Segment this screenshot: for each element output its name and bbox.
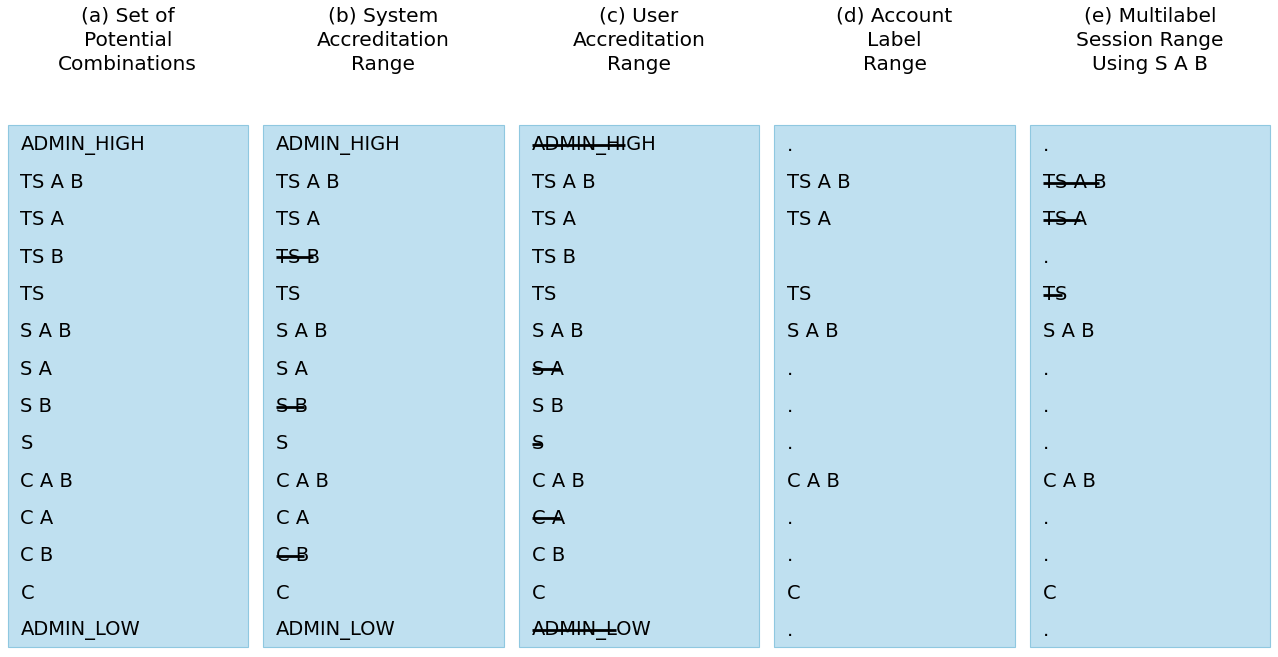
Bar: [774, 125, 1015, 647]
Text: TS B: TS B: [20, 248, 64, 267]
Text: S A B: S A B: [532, 323, 583, 342]
Text: .: .: [1043, 359, 1049, 378]
Text: C: C: [532, 583, 546, 602]
Text: .: .: [787, 621, 794, 640]
Text: .: .: [787, 136, 794, 155]
Text: S B: S B: [532, 397, 564, 416]
Text: ADMIN_LOW: ADMIN_LOW: [532, 621, 652, 640]
Text: TS: TS: [787, 285, 812, 304]
Text: .: .: [787, 359, 794, 378]
Text: C A B: C A B: [787, 472, 840, 491]
Text: (d) Account
Label
Range: (d) Account Label Range: [837, 7, 952, 74]
Text: C: C: [276, 583, 290, 602]
Bar: [519, 125, 759, 647]
Text: S: S: [20, 434, 33, 453]
Text: TS B: TS B: [276, 248, 320, 267]
Text: .: .: [1043, 621, 1049, 640]
Text: .: .: [1043, 434, 1049, 453]
Text: C: C: [1043, 583, 1057, 602]
Text: .: .: [1043, 136, 1049, 155]
Text: ADMIN_LOW: ADMIN_LOW: [276, 621, 396, 640]
Text: C A B: C A B: [532, 472, 584, 491]
Text: C: C: [20, 583, 35, 602]
Text: .: .: [787, 434, 794, 453]
Text: TS A B: TS A B: [20, 173, 84, 192]
Text: TS: TS: [20, 285, 45, 304]
Text: C A: C A: [276, 509, 309, 528]
Text: (e) Multilabel
Session Range
Using S A B: (e) Multilabel Session Range Using S A B: [1076, 7, 1224, 74]
Text: TS A: TS A: [276, 210, 320, 229]
Text: S B: S B: [20, 397, 52, 416]
Text: S A B: S A B: [20, 323, 72, 342]
Text: S A B: S A B: [1043, 323, 1094, 342]
Text: TS: TS: [532, 285, 556, 304]
Text: ADMIN_HIGH: ADMIN_HIGH: [532, 136, 657, 155]
Text: TS: TS: [276, 285, 300, 304]
Text: TS B: TS B: [532, 248, 575, 267]
Bar: [263, 125, 504, 647]
Text: TS A: TS A: [20, 210, 64, 229]
Bar: [1030, 125, 1270, 647]
Text: TS A B: TS A B: [787, 173, 851, 192]
Text: (b) System
Accreditation
Range: (b) System Accreditation Range: [317, 7, 450, 74]
Text: C A: C A: [20, 509, 54, 528]
Text: ADMIN_LOW: ADMIN_LOW: [20, 621, 141, 640]
Text: .: .: [787, 397, 794, 416]
Text: (c) User
Accreditation
Range: (c) User Accreditation Range: [573, 7, 705, 74]
Text: (a) Set of
Potential
Combinations: (a) Set of Potential Combinations: [59, 7, 197, 74]
Text: .: .: [1043, 546, 1049, 565]
Text: .: .: [1043, 509, 1049, 528]
Text: C A B: C A B: [20, 472, 73, 491]
Text: S: S: [532, 434, 544, 453]
Text: ADMIN_HIGH: ADMIN_HIGH: [20, 136, 146, 155]
Text: C A B: C A B: [1043, 472, 1095, 491]
Text: ADMIN_HIGH: ADMIN_HIGH: [276, 136, 401, 155]
Text: S B: S B: [276, 397, 308, 416]
Text: .: .: [1043, 248, 1049, 267]
Text: S A: S A: [276, 359, 308, 378]
Text: S A B: S A B: [276, 323, 327, 342]
Text: TS A B: TS A B: [532, 173, 596, 192]
Text: TS A B: TS A B: [276, 173, 340, 192]
Text: C B: C B: [532, 546, 565, 565]
Text: C: C: [787, 583, 801, 602]
Text: TS A: TS A: [787, 210, 831, 229]
Text: TS A: TS A: [1043, 210, 1086, 229]
Bar: [8, 125, 248, 647]
Text: C A: C A: [532, 509, 565, 528]
Text: S A B: S A B: [787, 323, 838, 342]
Text: TS A B: TS A B: [1043, 173, 1107, 192]
Text: .: .: [787, 509, 794, 528]
Text: S A: S A: [20, 359, 52, 378]
Text: TS A: TS A: [532, 210, 575, 229]
Text: S A: S A: [532, 359, 564, 378]
Text: TS: TS: [1043, 285, 1067, 304]
Text: S: S: [276, 434, 289, 453]
Text: C B: C B: [20, 546, 54, 565]
Text: C A B: C A B: [276, 472, 328, 491]
Text: .: .: [1043, 397, 1049, 416]
Text: .: .: [787, 546, 794, 565]
Text: C B: C B: [276, 546, 309, 565]
